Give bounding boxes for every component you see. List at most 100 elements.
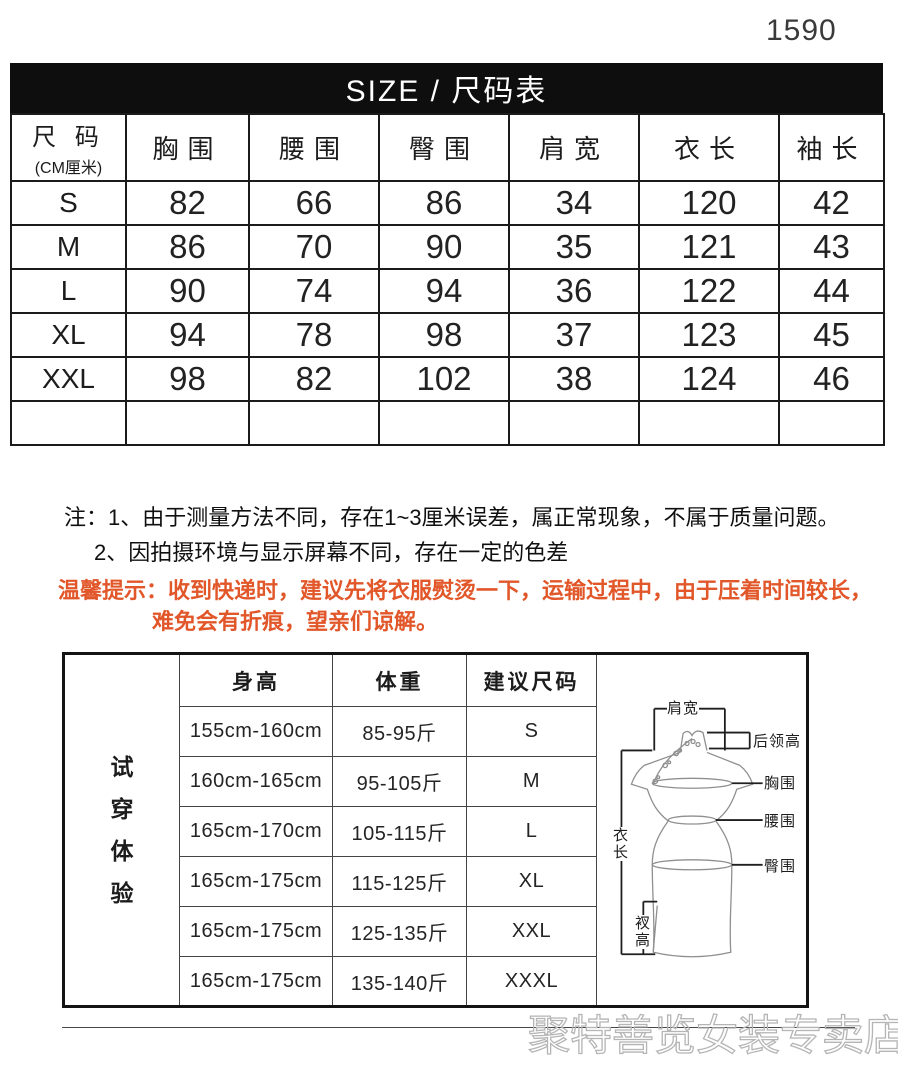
measurement-cell: 37 <box>508 312 640 358</box>
fit-table-cell: 125-135斤 <box>332 906 467 957</box>
garment-diagram-cell: 肩宽 后领高 胸围 腰围 臀围 衣长 衩高 <box>596 653 808 1007</box>
size-table-row: XXL 98 82 102 38 124 46 <box>10 356 885 402</box>
size-table-row <box>10 400 885 446</box>
fit-table-cell: XXXL <box>466 956 597 1007</box>
size-table-row: M 86 70 90 35 121 43 <box>10 224 885 270</box>
fit-table-row: 165cm-175cm 125-135斤 XXL <box>64 906 808 957</box>
size-cell: XXL <box>10 356 127 402</box>
measurement-cell: 94 <box>125 312 250 358</box>
fit-table-row: 165cm-175cm 135-140斤 XXXL <box>64 956 808 1007</box>
size-table-column-header: 胸围 <box>125 113 250 182</box>
fit-table-header-row: 试穿体验 身高 体重 建议尺码 <box>63 653 808 1007</box>
measurement-cell: 123 <box>638 312 780 358</box>
measurement-cell: 78 <box>248 312 380 358</box>
size-table-column-header: 腰围 <box>248 113 380 182</box>
size-chart-title: SIZE / 尺码表 <box>345 75 548 108</box>
fit-table-cell: 105-115斤 <box>332 806 467 857</box>
size-table-header-row: 尺 码 (CM厘米) 胸围 腰围 臀围 肩宽 衣长 袖长 <box>10 113 885 182</box>
measurement-cell: 46 <box>778 356 885 402</box>
fit-table-cell: 115-125斤 <box>332 856 467 907</box>
size-table-row: L 90 74 94 36 122 44 <box>10 268 885 314</box>
size-table-column-header: 衣长 <box>638 113 780 182</box>
divider-line <box>62 1027 855 1028</box>
measurement-cell: 124 <box>638 356 780 402</box>
fit-table-cell: 165cm-175cm <box>179 906 333 957</box>
shoulder-width-label: 肩宽 <box>667 700 700 717</box>
fit-table-row: 165cm-170cm 105-115斤 L <box>64 806 808 857</box>
fit-col-weight: 体重 <box>332 653 467 707</box>
measurement-cell <box>248 400 380 446</box>
fit-col-suggested-size: 建议尺码 <box>466 653 597 707</box>
fit-table-cell: 85-95斤 <box>332 706 467 757</box>
measurement-cell: 102 <box>378 356 510 402</box>
bust-label: 胸围 <box>764 775 797 792</box>
back-collar-label: 后领高 <box>753 733 802 750</box>
size-header-unit: (CM厘米) <box>34 160 103 177</box>
measurement-cell: 74 <box>248 268 380 314</box>
measurement-cell: 122 <box>638 268 780 314</box>
fit-table-cell: 155cm-160cm <box>179 706 333 757</box>
size-cell <box>10 400 127 446</box>
fit-table-cell: M <box>466 756 597 807</box>
size-cell: XL <box>10 312 127 358</box>
size-table-row: XL 94 78 98 37 123 45 <box>10 312 885 358</box>
fit-table-row: 160cm-165cm 95-105斤 M <box>64 756 808 807</box>
measurement-cell: 34 <box>508 180 640 226</box>
measurement-cell <box>125 400 250 446</box>
measurement-cell: 82 <box>125 180 250 226</box>
fit-table-cell: 165cm-175cm <box>179 956 333 1007</box>
fit-table-row: 165cm-175cm 115-125斤 XL <box>64 856 808 907</box>
size-table-column-header: 臀围 <box>378 113 510 182</box>
qipao-dress-diagram <box>620 707 763 958</box>
page-number: 1590 <box>766 14 837 47</box>
fit-table-cell: XXL <box>466 906 597 957</box>
fit-table-cell: 165cm-175cm <box>179 856 333 907</box>
back-collar-bracket <box>706 731 751 750</box>
note-line-1: 注：1、由于测量方法不同，存在1~3厘米误差，属正常现象，不属于质量问题。 <box>64 505 840 530</box>
measurement-cell: 66 <box>248 180 380 226</box>
fit-table-side-cell: 试穿体验 <box>63 653 180 1007</box>
size-cell: L <box>10 268 127 314</box>
fit-table-cell: S <box>466 706 597 757</box>
measurement-cell: 70 <box>248 224 380 270</box>
size-chart-table: 尺 码 (CM厘米) 胸围 腰围 臀围 肩宽 衣长 袖长 S 82 66 86 34 120 42 M 8… <box>10 113 885 446</box>
fit-table-cell: L <box>466 806 597 857</box>
measurement-cell: 90 <box>125 268 250 314</box>
fit-col-height: 身高 <box>179 653 333 707</box>
warm-tip-text: 收到快递时，建议先将衣服熨烫一下，运输过程中，由于压着时间较长， <box>168 578 873 603</box>
measurement-cell: 35 <box>508 224 640 270</box>
measurement-cell: 120 <box>638 180 780 226</box>
fit-table-cell: XL <box>466 856 597 907</box>
measurement-cell: 90 <box>378 224 510 270</box>
waist-label: 腰围 <box>764 813 797 830</box>
measurement-cell: 98 <box>378 312 510 358</box>
size-column-header: 尺 码 (CM厘米) <box>10 113 127 182</box>
garment-length-label: 衣长 <box>612 827 629 861</box>
size-header-text: 尺 码 <box>32 124 105 151</box>
warm-tip-line-1: 温馨提示：收到快递时，建议先将衣服熨烫一下，运输过程中，由于压着时间较长， <box>58 573 872 605</box>
measurement-cell <box>378 400 510 446</box>
size-cell: S <box>10 180 127 226</box>
measurement-cell <box>638 400 780 446</box>
size-table-column-header: 袖长 <box>778 113 885 182</box>
measurement-cell <box>778 400 885 446</box>
store-watermark: 聚特善览女装专卖店 <box>527 1011 898 1059</box>
slit-height-label: 衩高 <box>634 915 651 949</box>
measurement-cell <box>508 400 640 446</box>
hip-label: 臀围 <box>764 858 797 875</box>
fit-table-cell: 95-105斤 <box>332 756 467 807</box>
fit-table-cell: 160cm-165cm <box>179 756 333 807</box>
measurement-cell: 82 <box>248 356 380 402</box>
measurement-cell: 43 <box>778 224 885 270</box>
size-table-column-header: 肩宽 <box>508 113 640 182</box>
measurement-cell: 38 <box>508 356 640 402</box>
measurement-cell: 44 <box>778 268 885 314</box>
measurement-cell: 121 <box>638 224 780 270</box>
fit-experience-table: 试穿体验 身高 体重 建议尺码 <box>62 652 809 1008</box>
size-cell: M <box>10 224 127 270</box>
measurement-cell: 42 <box>778 180 885 226</box>
warm-tip-label: 温馨提示： <box>58 578 169 603</box>
fit-table-cell: 165cm-170cm <box>179 806 333 857</box>
measurement-cell: 86 <box>125 224 250 270</box>
